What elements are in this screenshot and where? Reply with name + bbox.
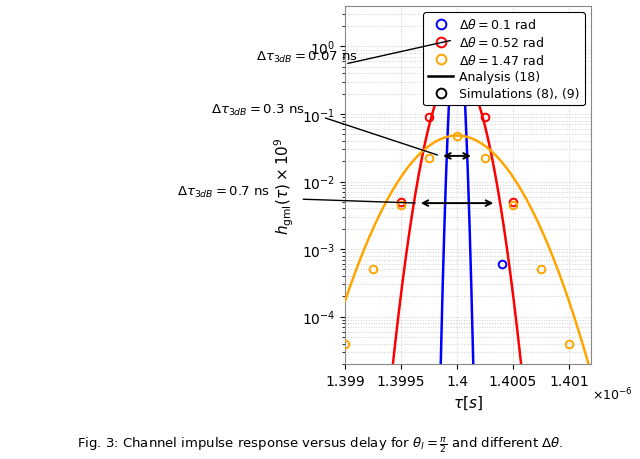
- Text: $\Delta\tau_{3dB} = 0.07$ ns: $\Delta\tau_{3dB} = 0.07$ ns: [255, 50, 358, 65]
- Y-axis label: $h_{\mathrm{gml}}(\tau) \times 10^9$: $h_{\mathrm{gml}}(\tau) \times 10^9$: [273, 137, 296, 234]
- Legend: $\Delta\theta = 0.1$ rad, $\Delta\theta = 0.52$ rad, $\Delta\theta = 1.47$ rad, : $\Delta\theta = 0.1$ rad, $\Delta\theta …: [423, 13, 585, 106]
- Text: $\times 10^{-6}$: $\times 10^{-6}$: [592, 386, 632, 402]
- X-axis label: $\tau[s]$: $\tau[s]$: [453, 393, 483, 411]
- Text: $\Delta\tau_{3dB} = 0.3$ ns: $\Delta\tau_{3dB} = 0.3$ ns: [211, 103, 305, 118]
- Text: Fig. 3: Channel impulse response versus delay for $\theta_l = \frac{\pi}{2}$ and: Fig. 3: Channel impulse response versus …: [77, 435, 563, 454]
- Text: $\Delta\tau_{3dB} = 0.7$ ns: $\Delta\tau_{3dB} = 0.7$ ns: [177, 185, 270, 200]
